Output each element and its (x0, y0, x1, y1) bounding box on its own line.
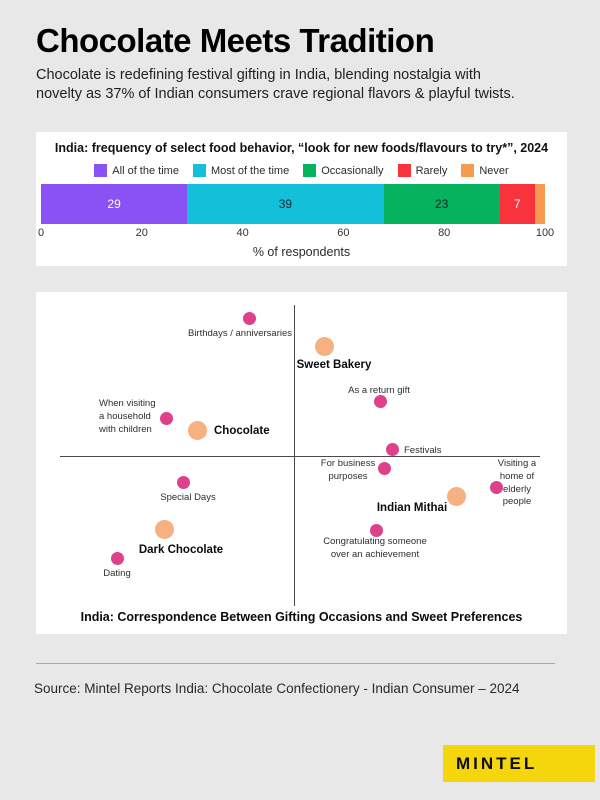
bar-value: 29 (107, 197, 121, 211)
bar-segment-all-of-the-time: 29 (41, 184, 188, 224)
mintel-logo-text: MINTEL (456, 753, 538, 773)
scatter-label-business: For business purposes (320, 458, 376, 482)
legend-item: All of the time (94, 164, 179, 177)
scatter-label-congratulating: Congratulating someone over an achieveme… (323, 536, 427, 560)
scatter-point-business (378, 462, 391, 475)
mintel-logo: MINTEL (443, 745, 595, 782)
legend-item: Never (461, 164, 509, 177)
scatter-point-dark-chocolate (155, 520, 174, 539)
bar-chart-title: India: frequency of select food behavior… (54, 141, 549, 155)
x-tick: 20 (135, 227, 148, 239)
source-text: Source: Mintel Reports India: Chocolate … (34, 681, 520, 696)
scatter-label-special-days: Special Days (160, 492, 216, 503)
scatter-point-sweet-bakery (315, 337, 334, 356)
scatter-point-special-days (177, 476, 190, 489)
x-tick: 100 (535, 227, 555, 239)
scatter-point-chocolate (188, 421, 207, 440)
x-tick: 0 (37, 227, 45, 239)
scatter-label-dating: Dating (103, 568, 131, 579)
x-tick: 60 (337, 227, 350, 239)
x-axis-line (60, 456, 540, 457)
scatter-point-congratulating (370, 524, 383, 537)
bar-chart-legend: All of the time Most of the time Occasio… (36, 164, 567, 177)
scatter-point-return-gift (374, 395, 387, 408)
legend-label: Most of the time (210, 164, 290, 177)
scatter-label-chocolate: Chocolate (214, 425, 270, 437)
stacked-bar: 29 39 23 7 (41, 184, 545, 224)
legend-item: Most of the time (192, 164, 290, 177)
scatter-label-household-children: When visiting a household with children (99, 398, 156, 435)
legend-swatch-rarely (397, 164, 411, 177)
scatter-chart-card: Birthdays / anniversaries As a return gi… (36, 292, 567, 634)
scatter-point-birthdays (243, 312, 256, 325)
bar-segment-rarely: 7 (499, 184, 535, 224)
x-axis-ticks: 0 20 40 60 80 100 (37, 227, 554, 240)
bar-value: 39 (278, 197, 293, 211)
legend-swatch-never (461, 164, 475, 177)
scatter-chart-title: India: Correspondence Between Gifting Oc… (80, 610, 523, 624)
legend-label: Rarely (415, 164, 448, 177)
legend-swatch-occasionally (303, 164, 317, 177)
x-tick: 40 (236, 227, 249, 239)
page-subtitle: Chocolate is redefining festival gifting… (36, 67, 515, 103)
footer-divider (36, 663, 555, 664)
scatter-point-dating (111, 552, 124, 565)
bar-value: 23 (434, 197, 449, 211)
x-axis-label: % of respondents (252, 245, 351, 259)
legend-swatch-most-of-the-time (192, 164, 206, 177)
scatter-label-return-gift: As a return gift (348, 385, 410, 396)
legend-label: All of the time (112, 164, 179, 177)
legend-label: Occasionally (321, 164, 384, 177)
x-tick: 80 (438, 227, 451, 239)
scatter-label-dark-chocolate: Dark Chocolate (138, 544, 224, 556)
scatter-label-birthdays: Birthdays / anniversaries (187, 328, 293, 339)
bar-value: 7 (513, 197, 521, 211)
scatter-label-elderly: Visiting a home of elderly people (497, 458, 537, 508)
legend-item: Rarely (397, 164, 448, 177)
scatter-point-festivals (386, 443, 399, 456)
legend-swatch-all-of-the-time (94, 164, 108, 177)
scatter-label-indian-mithai: Indian Mithai (376, 502, 448, 514)
scatter-label-festivals: Festivals (404, 445, 442, 456)
legend-item: Occasionally (303, 164, 384, 177)
bar-chart-card: India: frequency of select food behavior… (36, 132, 567, 266)
bar-segment-never (534, 184, 545, 224)
y-axis-line (294, 305, 295, 606)
scatter-point-indian-mithai (447, 487, 466, 506)
scatter-point-household-children (160, 412, 173, 425)
scatter-label-sweet-bakery: Sweet Bakery (296, 359, 372, 371)
bar-segment-occasionally: 23 (383, 184, 500, 224)
scatter-point-elderly (490, 481, 503, 494)
bar-segment-most-of-the-time: 39 (187, 184, 384, 224)
legend-label: Never (479, 164, 509, 177)
page-title: Chocolate Meets Tradition (36, 22, 435, 59)
